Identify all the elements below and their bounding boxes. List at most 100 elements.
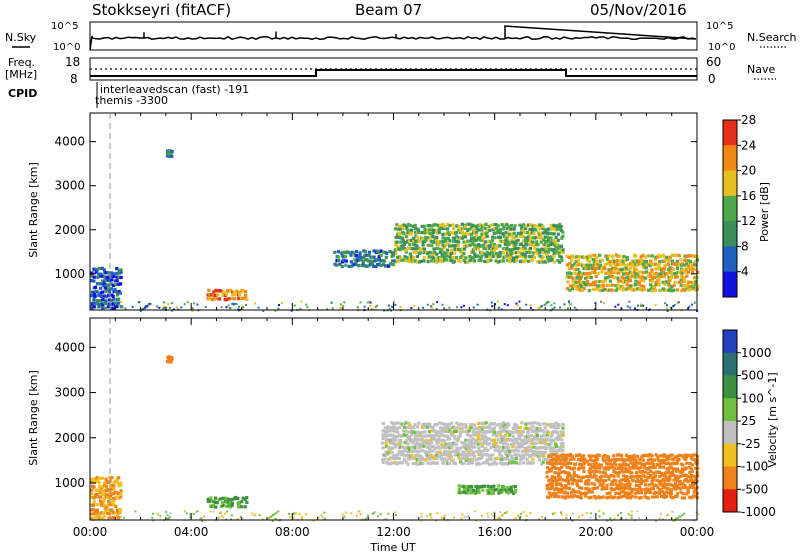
velocity-speckle <box>498 516 501 519</box>
power-speckle <box>374 305 377 308</box>
power-cell <box>592 259 596 263</box>
power-cell <box>537 248 542 252</box>
power-speckle <box>634 307 636 310</box>
velocity-cell <box>417 442 421 446</box>
velocity-cell <box>531 421 535 425</box>
velocity-cell <box>572 457 576 461</box>
velocity-speckle <box>239 515 242 518</box>
power-cell <box>238 290 242 294</box>
power-ytick-label: 3000 <box>54 179 85 193</box>
velocity-speckle <box>553 511 556 514</box>
power-cell <box>349 260 353 264</box>
power-cell <box>642 279 646 283</box>
power-speckle <box>306 306 309 309</box>
power-cell <box>448 244 452 248</box>
power-cell <box>567 266 571 271</box>
velocity-cell <box>668 475 672 479</box>
power-cell <box>681 268 685 272</box>
power-cell <box>549 242 553 247</box>
velocity-cell <box>545 484 549 488</box>
power-cell <box>534 228 538 232</box>
velocity-cell <box>612 466 616 470</box>
velocity-cell <box>509 458 513 462</box>
velocity-cell <box>686 480 690 484</box>
power-cell <box>99 304 103 308</box>
power-cell <box>414 247 418 251</box>
velocity-cell <box>589 463 593 467</box>
power-cell <box>115 293 120 297</box>
velocity-colorbar-tick-label: -100 <box>741 460 768 474</box>
velocity-cell <box>523 435 527 439</box>
power-cell <box>677 262 681 266</box>
power-cell <box>579 275 584 279</box>
velocity-cell <box>402 458 406 462</box>
power-cell <box>542 238 546 242</box>
velocity-cell <box>669 491 674 495</box>
velocity-cell <box>607 477 611 481</box>
power-cell <box>483 226 487 230</box>
velocity-cell <box>552 449 557 453</box>
velocity-cell <box>508 433 512 437</box>
velocity-cell <box>423 425 427 429</box>
velocity-cell <box>484 421 488 425</box>
velocity-cell <box>489 453 493 458</box>
power-cell <box>390 259 395 263</box>
velocity-cell <box>417 450 421 454</box>
power-speckle <box>515 302 518 305</box>
velocity-cell <box>443 439 447 443</box>
velocity-speckle <box>189 516 192 519</box>
power-cell <box>435 231 439 235</box>
velocity-cell <box>445 458 449 462</box>
power-cell <box>577 272 581 276</box>
velocity-cell <box>453 430 457 434</box>
power-cell <box>567 255 571 260</box>
power-cell <box>529 242 533 246</box>
velocity-colorbar-tick-label: -500 <box>741 482 768 496</box>
power-cell <box>471 256 476 260</box>
power-cell <box>224 298 228 302</box>
velocity-speckle <box>292 517 295 520</box>
power-cell <box>629 262 633 266</box>
velocity-cell <box>488 426 492 430</box>
velocity-cell <box>567 461 571 465</box>
velocity-cell <box>245 500 249 504</box>
power-cell <box>413 223 417 228</box>
velocity-cell <box>421 430 425 435</box>
velocity-cell <box>643 483 647 487</box>
velocity-cell <box>606 458 611 462</box>
velocity-cell <box>521 439 525 443</box>
power-cell <box>603 263 607 267</box>
velocity-cell <box>109 487 113 491</box>
velocity-speckle <box>589 516 592 519</box>
power-cell <box>625 255 629 260</box>
power-cell <box>403 255 407 259</box>
power-cell <box>451 223 455 227</box>
power-speckle <box>180 306 183 309</box>
velocity-cell <box>545 446 549 450</box>
power-cell <box>169 151 173 155</box>
velocity-cell <box>454 429 459 433</box>
power-cell <box>521 252 525 256</box>
power-cell <box>381 262 385 267</box>
power-cell <box>644 266 648 270</box>
power-cell <box>630 271 634 275</box>
power-speckle <box>567 307 569 310</box>
power-speckle <box>220 306 223 309</box>
power-cell <box>472 236 477 240</box>
power-cell <box>521 228 525 232</box>
velocity-cell <box>681 485 685 490</box>
velocity-speckle <box>222 516 225 519</box>
velocity-cell <box>654 453 658 457</box>
velocity-cell <box>498 422 502 426</box>
power-cell <box>552 223 556 228</box>
power-cell <box>94 270 98 274</box>
velocity-cell <box>578 453 582 457</box>
power-cell <box>643 262 647 266</box>
velocity-cell <box>450 421 454 425</box>
power-cell <box>117 297 121 301</box>
velocity-cell <box>663 479 667 483</box>
velocity-cell <box>460 430 464 434</box>
velocity-cell <box>383 433 387 437</box>
velocity-cell <box>561 441 565 446</box>
power-cell <box>416 228 421 232</box>
